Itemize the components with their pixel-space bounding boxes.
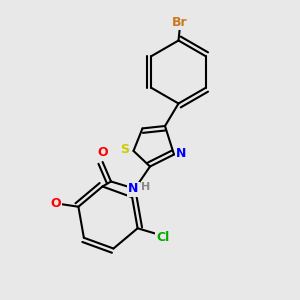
- Text: O: O: [51, 196, 61, 210]
- Text: N: N: [128, 182, 139, 196]
- Text: O: O: [97, 146, 108, 160]
- Text: S: S: [120, 143, 129, 156]
- Text: Cl: Cl: [156, 231, 169, 244]
- Text: N: N: [176, 147, 187, 161]
- Text: H: H: [142, 182, 151, 192]
- Text: Br: Br: [172, 16, 188, 29]
